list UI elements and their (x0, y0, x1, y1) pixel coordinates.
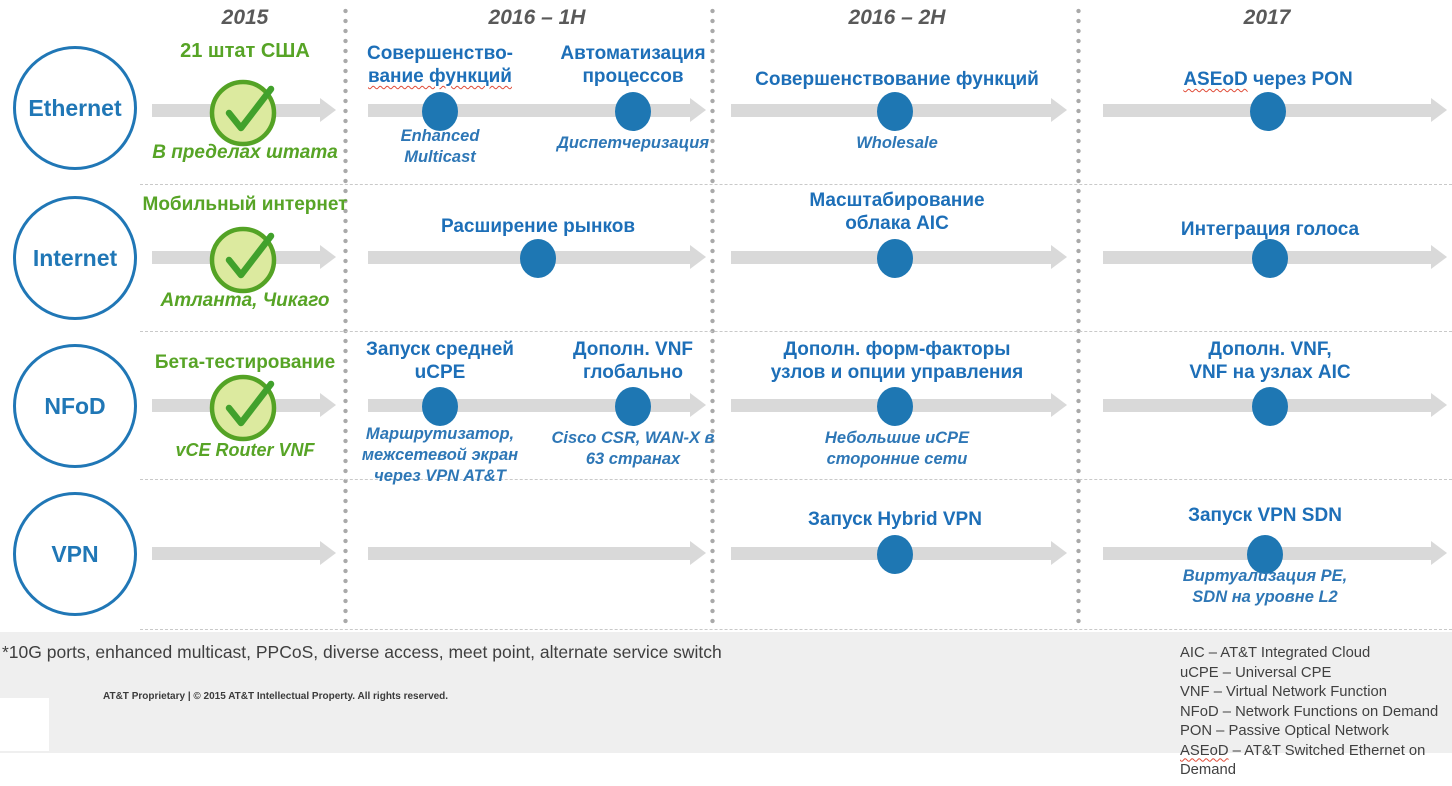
milestone-dot (877, 535, 913, 574)
milestone-dot (422, 387, 458, 426)
proprietary-notice: AT&T Proprietary | © 2015 AT&T Intellect… (103, 691, 449, 702)
milestone-label: ASEoD через PON (1143, 68, 1393, 91)
milestone-label: Автоматизация процессов (560, 43, 706, 87)
legend-item: PON – Passive Optical Network (1180, 723, 1389, 739)
milestone-sublabel: Wholesale (856, 134, 938, 152)
footer-band (0, 632, 1452, 753)
row-label: Internet (32, 244, 118, 271)
row-separator (140, 331, 1452, 332)
milestone-label: Интеграция голоса (1180, 219, 1360, 240)
footnote: *10G ports, enhanced multicast, PPCoS, d… (2, 642, 722, 662)
milestone-label: Масштабирование облака AIC (809, 190, 985, 234)
column-header-2015: 2015 (221, 6, 269, 29)
milestone-dot (422, 92, 458, 131)
milestone-sublabel: vCE Router VNF (175, 440, 315, 460)
label-line: Совершенство- (366, 43, 514, 64)
row-label: Ethernet (28, 94, 122, 121)
milestone-sublabel: Маршрутизатор, межсетевой экран через VP… (361, 425, 519, 485)
logo-placeholder (0, 698, 49, 751)
milestone-label: Запуск средней uCPE (366, 339, 514, 383)
column-divider (1076, 6, 1081, 628)
row-label: NFoD (44, 392, 106, 419)
milestone-dot (615, 387, 651, 426)
milestone-dot (1247, 535, 1283, 574)
milestone-sublabel: Виртуализация PE, SDN на уровне L2 (1182, 567, 1348, 606)
milestone-label: Запуск VPN SDN (1188, 505, 1342, 526)
checkmark-icon (209, 79, 277, 147)
legend-text: – AT&T Switched Ethernet on Demand (1180, 742, 1426, 779)
milestone-dot (877, 387, 913, 426)
row-circle-ethernet: Ethernet (13, 46, 137, 170)
column-divider (710, 6, 715, 628)
milestone-label: Запуск Hybrid VPN (808, 509, 982, 530)
label-line-spellcheck: вание функций (368, 66, 512, 87)
legend-item: NFoD – Network Functions on Demand (1180, 703, 1439, 720)
milestone-dot (1250, 92, 1286, 131)
column-header-2016-1h: 2016 – 1H (488, 6, 586, 29)
milestone-dot (1252, 387, 1288, 426)
milestone-label: Мобильный интернет (142, 194, 348, 215)
milestone-label: Бета-тестирование (154, 352, 336, 373)
milestone-sublabel: Атланта, Чикаго (160, 290, 330, 311)
timeline-arrow (152, 541, 336, 565)
legend-item: VNF – Virtual Network Function (1180, 684, 1387, 700)
row-separator (140, 629, 1452, 630)
milestone-dot (615, 92, 651, 131)
timeline-arrow (368, 541, 706, 565)
legend-item: ASEoD – AT&T Switched Ethernet on Demand (1180, 742, 1446, 781)
milestone-label: Совершенство-вание функций (340, 42, 540, 88)
label-line-spellcheck: ASEoD (1183, 69, 1248, 90)
milestone-sublabel: Enhanced Multicast (400, 127, 480, 166)
checkmark-icon (209, 226, 277, 294)
checkmark-icon (209, 374, 277, 442)
milestone-label: 21 штат США (180, 40, 310, 62)
milestone-sublabel: Небольшие uCPE сторонние сети (824, 429, 970, 468)
milestone-label: Совершенствование функций (755, 69, 1039, 90)
milestone-label: Дополн. VNF глобально (572, 339, 694, 383)
legend-item: uCPE – Universal CPE (1180, 664, 1332, 681)
milestone-dot (877, 92, 913, 131)
abbreviation-legend: AIC – AT&T Integrated Cloud uCPE – Unive… (1180, 644, 1446, 781)
row-circle-internet: Internet (13, 196, 137, 320)
milestone-dot (877, 239, 913, 278)
milestone-label: Расширение рынков (440, 216, 636, 237)
legend-abbr-spellcheck: ASEoD (1180, 742, 1229, 759)
column-divider (343, 6, 348, 628)
milestone-sublabel: Cisco CSR, WAN-X в 63 странах (551, 429, 715, 468)
row-separator (140, 184, 1452, 185)
label-line: через PON (1247, 69, 1353, 90)
column-header-2017: 2017 (1243, 6, 1291, 29)
column-header-2016-2h: 2016 – 2H (848, 6, 946, 29)
milestone-sublabel: Диспетчеризация (556, 134, 710, 152)
milestone-sublabel: В пределах штата (152, 142, 338, 163)
row-separator (140, 479, 1452, 480)
row-circle-vpn: VPN (13, 492, 137, 616)
row-label: VPN (51, 540, 99, 567)
milestone-dot (520, 239, 556, 278)
row-circle-nfod: NFoD (13, 344, 137, 468)
milestone-dot (1252, 239, 1288, 278)
milestone-label: Дополн. VNF, VNF на узлах AIC (1189, 339, 1351, 383)
milestone-label: Дополн. форм-факторы узлов и опции управ… (770, 339, 1024, 383)
legend-item: AIC – AT&T Integrated Cloud (1180, 645, 1371, 661)
